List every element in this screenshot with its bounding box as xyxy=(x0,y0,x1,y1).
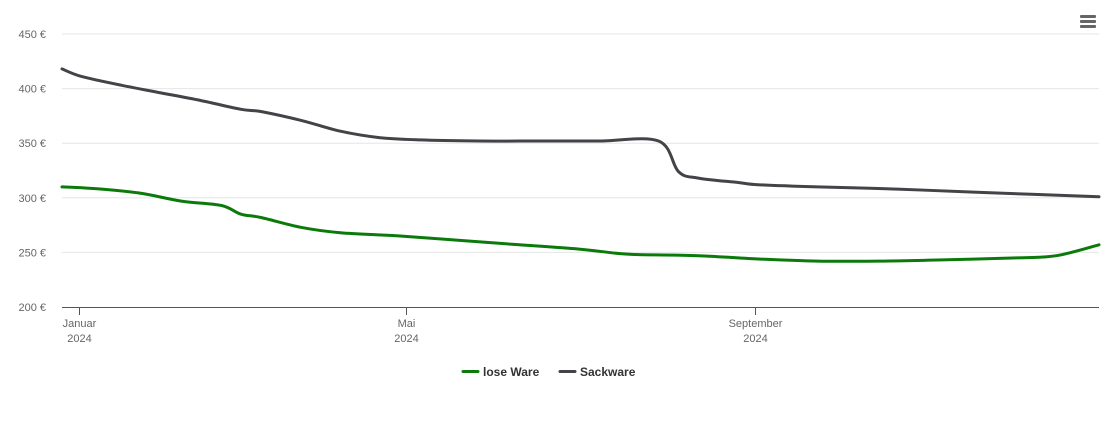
x-tick-year: 2024 xyxy=(743,333,767,345)
series-line-lose-ware[interactable] xyxy=(60,185,1101,263)
y-tick-label: 400 € xyxy=(18,84,46,96)
x-tick-year: 2024 xyxy=(67,333,91,345)
x-tick-year: 2024 xyxy=(394,333,418,345)
y-tick-label: 200 € xyxy=(18,302,46,314)
grid-lines xyxy=(62,33,1099,253)
y-tick-label: 450 € xyxy=(18,29,46,41)
series-lines xyxy=(60,67,1101,263)
y-tick-label: 300 € xyxy=(18,193,46,205)
y-axis-labels: 200 € 250 € 300 € 350 € 400 € 450 € xyxy=(18,29,46,314)
hamburger-menu-icon[interactable] xyxy=(1074,8,1102,36)
x-axis: Januar 2024 Mai 2024 September 2024 xyxy=(62,307,1099,345)
x-tick-month: Januar xyxy=(63,318,97,330)
legend: lose Ware Sackware xyxy=(461,365,636,379)
legend-label: Sackware xyxy=(580,365,636,379)
legend-item-lose-ware[interactable]: lose Ware xyxy=(461,365,540,379)
y-tick-label: 350 € xyxy=(18,138,46,150)
y-tick-label: 250 € xyxy=(18,247,46,259)
legend-label: lose Ware xyxy=(483,365,540,379)
legend-item-sackware[interactable]: Sackware xyxy=(558,365,636,379)
series-line-sackware[interactable] xyxy=(60,67,1101,199)
x-tick-month: September xyxy=(729,318,783,330)
x-tick-month: Mai xyxy=(398,318,416,330)
